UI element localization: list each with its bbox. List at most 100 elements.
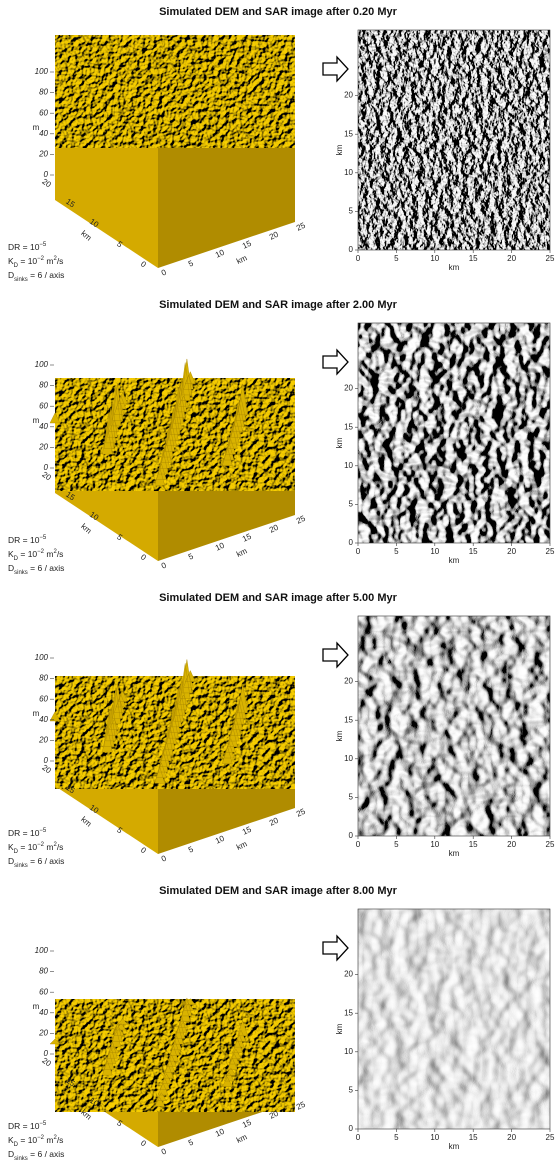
param-exp: −5 (39, 1121, 47, 1127)
param-unit: m (44, 549, 53, 559)
sar-x-tick-label: 0 (356, 1133, 361, 1142)
sar-x-tick-label: 10 (430, 254, 439, 263)
z-tick-label: 80 (39, 381, 48, 390)
z-tick-label: 40 (39, 422, 48, 431)
sar-y-tick-label: 0 (349, 245, 354, 254)
param-dr: DR = 10−5 (8, 535, 47, 546)
dem-right-face (158, 445, 295, 561)
param-kd: KD = 10−2 m2/s (8, 842, 63, 855)
panel-title: Simulated DEM and SAR image after 0.20 M… (159, 6, 398, 18)
x-tick-label: 25 (295, 221, 307, 233)
param-ds: Dsinks = 6 / axis (8, 1149, 64, 1161)
sar-y-tick-label: 10 (344, 1047, 353, 1056)
dem-left-face (55, 721, 158, 854)
sar-image (358, 323, 550, 543)
z-axis-label: m (33, 123, 40, 132)
y-tick-label: 0 (139, 1138, 148, 1148)
sar-x-tick-label: 20 (507, 1133, 516, 1142)
z-tick-label: 100 (35, 946, 49, 955)
param-symbol: D (8, 270, 14, 280)
x-tick-label: 10 (214, 834, 226, 846)
y-axis-label: km (79, 229, 93, 243)
z-tick-label: 40 (39, 1008, 48, 1017)
sar-y-tick-label: 0 (349, 831, 354, 840)
param-exp: −2 (37, 842, 45, 848)
sar-x-axis-label: km (449, 556, 460, 565)
param-symbol: D (8, 563, 14, 573)
x-tick-label: 25 (295, 514, 307, 526)
sar-y-axis-label: km (335, 1023, 344, 1034)
sar-x-axis-label: km (449, 263, 460, 272)
z-tick-label: 20 (38, 1029, 48, 1038)
panel: Simulated DEM and SAR image after 8.00 M… (8, 885, 555, 1162)
param-symbol: K (8, 1135, 14, 1145)
z-tick-label: 0 (44, 756, 49, 765)
sar-y-tick-label: 10 (344, 461, 353, 470)
z-tick-label: 60 (39, 401, 48, 410)
param-text: /s (57, 1135, 64, 1145)
param-text: = 6 / axis (28, 856, 65, 866)
z-axis-label: m (33, 1002, 40, 1011)
param-symbol: K (8, 256, 14, 266)
param-exp: 2 (53, 842, 57, 848)
sar-x-tick-label: 25 (546, 254, 555, 263)
param-text: /s (57, 842, 64, 852)
arrow-icon (322, 55, 349, 83)
param-exp: −2 (37, 1135, 45, 1141)
y-tick-label: 0 (139, 552, 148, 562)
sar-x-tick-label: 10 (430, 1133, 439, 1142)
param-text: = 6 / axis (28, 1149, 65, 1159)
dem-left-face (55, 80, 158, 268)
param-unit: m (44, 842, 53, 852)
panel: Simulated DEM and SAR image after 0.20 M… (8, 6, 555, 283)
x-axis-label: km (235, 546, 249, 559)
dem-right-face (158, 1066, 295, 1147)
x-tick-label: 0 (160, 560, 168, 570)
sar-y-tick-label: 10 (344, 754, 353, 763)
sar-x-tick-label: 5 (394, 254, 399, 263)
param-text: DR = 10 (8, 1121, 40, 1131)
x-tick-label: 25 (295, 807, 307, 819)
sar-y-tick-label: 5 (349, 1086, 354, 1095)
arrow-icon (322, 348, 349, 376)
arrow-icon (322, 641, 349, 669)
sar-y-tick-label: 15 (344, 1008, 353, 1017)
sar-x-tick-label: 10 (430, 547, 439, 556)
sar-y-axis-label: km (335, 437, 344, 448)
param-text: = 10 (18, 256, 37, 266)
sar-x-axis-label: km (449, 1142, 460, 1151)
y-axis-label: km (79, 1108, 93, 1122)
y-tick-label: 0 (139, 259, 148, 269)
param-sub: sinks (14, 277, 28, 283)
param-sub: D (14, 556, 19, 562)
sar-frame (357, 908, 551, 1130)
dem-top-surface (55, 35, 295, 148)
x-tick-label: 10 (214, 541, 226, 553)
sar-x-tick-label: 15 (469, 840, 478, 849)
param-exp: −2 (37, 549, 45, 555)
y-tick-label: 0 (139, 845, 148, 855)
sar-x-tick-label: 15 (469, 1133, 478, 1142)
z-tick-label: 0 (44, 1049, 49, 1058)
sar-y-axis-label: km (335, 144, 344, 155)
param-text: = 10 (18, 549, 37, 559)
param-kd: KD = 10−2 m2/s (8, 256, 63, 269)
sar-x-tick-label: 0 (356, 547, 361, 556)
sar-x-tick-label: 10 (430, 840, 439, 849)
param-ds: Dsinks = 6 / axis (8, 563, 64, 575)
param-exp: 2 (53, 1135, 57, 1141)
param-unit: m (44, 1135, 53, 1145)
y-tick-label: 20 (40, 470, 53, 483)
param-ds: Dsinks = 6 / axis (8, 270, 64, 282)
x-tick-label: 20 (268, 816, 280, 828)
param-text: = 10 (18, 842, 37, 852)
param-text: = 6 / axis (28, 270, 65, 280)
param-exp: −5 (39, 828, 47, 834)
sar-x-tick-label: 0 (356, 254, 361, 263)
sar-x-tick-label: 5 (394, 1133, 399, 1142)
sar-x-tick-label: 15 (469, 547, 478, 556)
z-tick-label: 80 (39, 967, 48, 976)
sar-y-tick-label: 15 (344, 129, 353, 138)
y-tick-label: 5 (115, 825, 124, 835)
z-tick-label: 20 (38, 150, 48, 159)
